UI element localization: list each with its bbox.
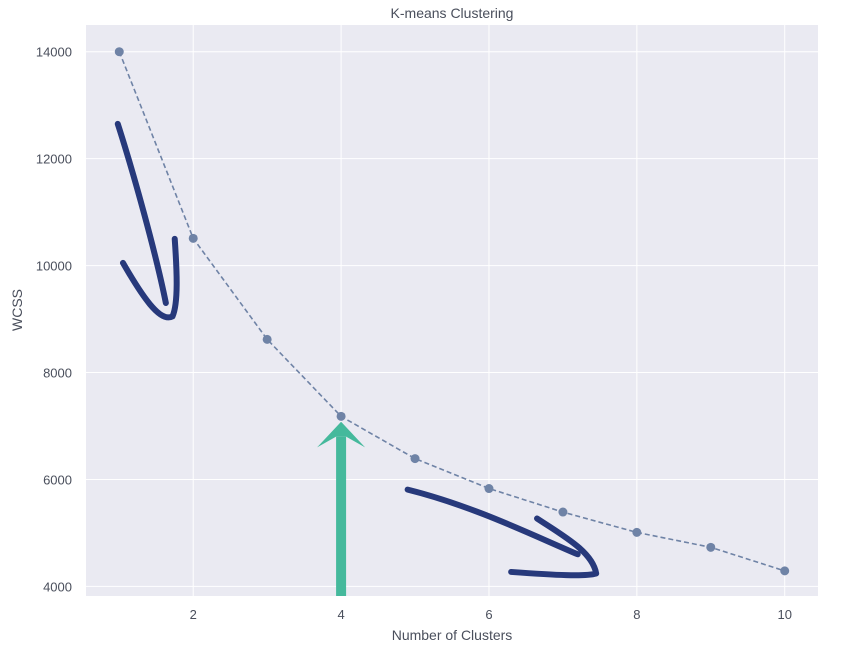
series-markers: [114, 47, 790, 576]
data-point: [484, 484, 494, 494]
x-tick-label: 2: [190, 607, 197, 622]
x-tick-label: 8: [633, 607, 640, 622]
data-point: [632, 527, 642, 537]
data-point: [188, 233, 198, 243]
down-arrow-annotation: [114, 120, 180, 321]
data-point: [780, 566, 790, 576]
data-point: [558, 507, 568, 517]
y-axis-label: WCSS: [9, 289, 25, 331]
data-point: [262, 334, 272, 344]
y-tick-label: 10000: [36, 259, 72, 274]
data-point: [336, 411, 346, 421]
data-point: [410, 454, 420, 464]
y-tick-label: 4000: [43, 579, 72, 594]
data-point: [706, 542, 716, 552]
data-point: [114, 47, 124, 57]
y-tick-label: 8000: [43, 366, 72, 381]
flat-arrow-annotation: [404, 486, 600, 579]
y-tick-label: 12000: [36, 152, 72, 167]
elbow-arrow-shaft: [336, 436, 347, 596]
y-tick-label: 14000: [36, 45, 72, 60]
x-tick-label: 4: [337, 607, 344, 622]
plot-background: [86, 25, 818, 596]
grid: [86, 25, 818, 596]
x-tick-label: 6: [485, 607, 492, 622]
y-tick-label: 6000: [43, 472, 72, 487]
elbow-arrow-head: [317, 421, 366, 448]
x-axis-label: Number of Clusters: [392, 627, 513, 643]
x-tick-label: 10: [777, 607, 791, 622]
tick-labels: 2 4 6 8 10 4000 6000 8000 10000 12000 14000: [36, 45, 792, 622]
chart-title: K-means Clustering: [391, 5, 514, 21]
annotations: [114, 120, 600, 596]
